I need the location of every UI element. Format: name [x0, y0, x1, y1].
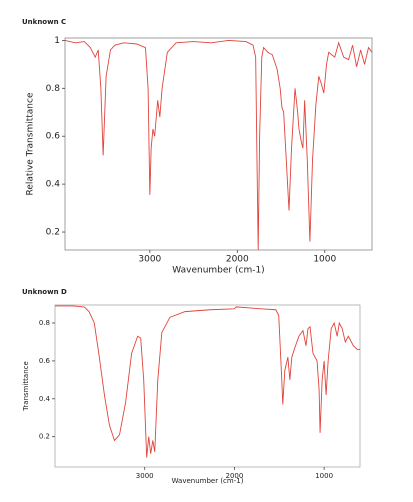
y-tick-label: 0.8	[39, 319, 50, 327]
y-tick-label: 0.6	[39, 357, 51, 365]
x-tick-label: 2000	[225, 472, 243, 480]
spectrum-line	[64, 39, 373, 251]
chart-title: Unknown C	[22, 18, 66, 26]
y-axis-label: Transmittance	[22, 361, 30, 412]
x-axis-label: Wavenumber (cm-1)	[172, 266, 264, 276]
plot-frame	[64, 37, 373, 251]
x-tick-label: 3000	[136, 472, 154, 480]
y-tick-label: 0.4	[39, 395, 51, 403]
x-tick-label: 1000	[313, 255, 336, 265]
spectrum-line	[55, 305, 360, 458]
y-tick-label: 0.8	[46, 84, 61, 94]
plot-frame	[54, 304, 361, 468]
x-axis-label: Wavenumber (cm-1)	[172, 477, 244, 485]
y-tick-label: 0.2	[39, 433, 50, 441]
x-tick-label: 2000	[226, 255, 249, 265]
chart-title: Unknown D	[22, 288, 67, 296]
y-tick-label: 0.4	[46, 180, 61, 190]
y-tick-label: 0.6	[46, 132, 61, 142]
x-tick-label: 1000	[315, 472, 333, 480]
y-tick-label: 1	[54, 36, 60, 46]
y-tick-label: 0.2	[46, 228, 60, 238]
y-axis-label: Relative Transmittance	[26, 92, 36, 195]
x-tick-label: 3000	[138, 255, 161, 265]
